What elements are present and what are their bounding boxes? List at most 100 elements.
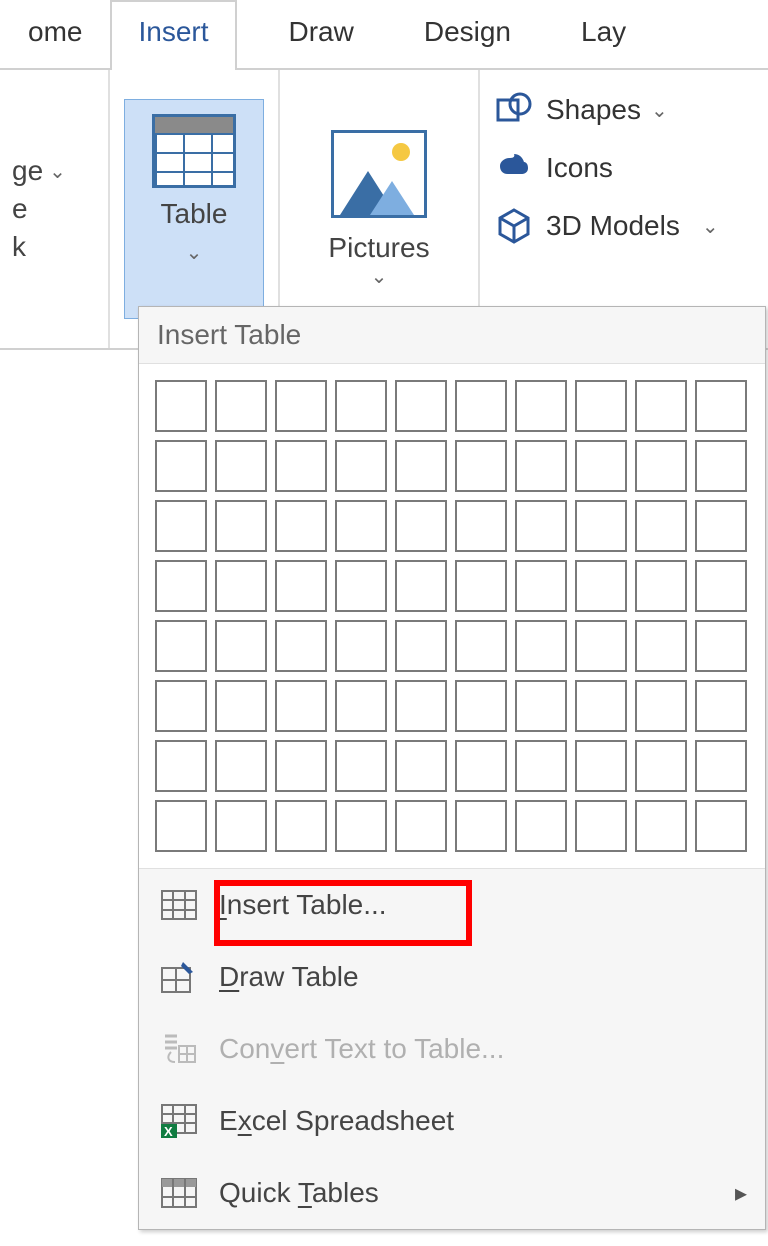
grid-cell[interactable] [155,560,207,612]
grid-cell[interactable] [275,620,327,672]
grid-cell[interactable] [455,500,507,552]
grid-cell[interactable] [215,440,267,492]
grid-cell[interactable] [335,740,387,792]
grid-cell[interactable] [395,740,447,792]
grid-cell[interactable] [155,680,207,732]
grid-cell[interactable] [395,500,447,552]
grid-cell[interactable] [695,800,747,852]
tab-layout[interactable]: Lay [539,0,654,68]
cover-page-button[interactable]: ge ⌄ [12,155,96,187]
grid-cell[interactable] [455,440,507,492]
grid-cell[interactable] [635,380,687,432]
grid-cell[interactable] [395,620,447,672]
grid-cell[interactable] [455,740,507,792]
grid-cell[interactable] [275,560,327,612]
grid-cell[interactable] [575,800,627,852]
grid-cell[interactable] [575,380,627,432]
grid-cell[interactable] [275,380,327,432]
grid-cell[interactable] [515,620,567,672]
grid-cell[interactable] [395,560,447,612]
menu-insert-table[interactable]: Insert Table... [139,869,765,941]
grid-cell[interactable] [275,440,327,492]
grid-cell[interactable] [515,680,567,732]
grid-cell[interactable] [695,740,747,792]
grid-cell[interactable] [515,740,567,792]
grid-cell[interactable] [635,560,687,612]
grid-cell[interactable] [215,560,267,612]
grid-cell[interactable] [215,380,267,432]
grid-cell[interactable] [395,800,447,852]
grid-cell[interactable] [575,620,627,672]
tab-home[interactable]: ome [0,0,110,68]
grid-cell[interactable] [335,800,387,852]
grid-cell[interactable] [155,500,207,552]
table-size-grid[interactable] [139,364,765,868]
grid-cell[interactable] [155,620,207,672]
grid-cell[interactable] [155,800,207,852]
models-button[interactable]: 3D Models ⌄ [492,204,756,248]
grid-cell[interactable] [575,440,627,492]
grid-cell[interactable] [215,680,267,732]
grid-cell[interactable] [575,680,627,732]
tab-insert[interactable]: Insert [110,0,236,68]
shapes-button[interactable]: Shapes ⌄ [492,88,756,132]
grid-cell[interactable] [335,620,387,672]
grid-cell[interactable] [515,440,567,492]
tab-design[interactable]: Design [382,0,539,68]
icons-button[interactable]: Icons [492,146,756,190]
grid-cell[interactable] [455,800,507,852]
grid-cell[interactable] [155,440,207,492]
grid-cell[interactable] [515,380,567,432]
menu-draw-table[interactable]: Draw Table [139,941,765,1013]
grid-cell[interactable] [575,560,627,612]
grid-cell[interactable] [575,740,627,792]
grid-cell[interactable] [455,620,507,672]
grid-cell[interactable] [635,740,687,792]
grid-cell[interactable] [695,440,747,492]
menu-quick-tables[interactable]: Quick Tables ▸ [139,1157,765,1229]
grid-cell[interactable] [335,560,387,612]
blank-page-button[interactable]: e [12,193,96,225]
grid-cell[interactable] [635,500,687,552]
grid-cell[interactable] [695,680,747,732]
shapes-icon [492,88,536,132]
grid-cell[interactable] [395,380,447,432]
grid-cell[interactable] [395,440,447,492]
grid-cell[interactable] [215,740,267,792]
grid-cell[interactable] [515,800,567,852]
grid-cell[interactable] [635,680,687,732]
grid-cell[interactable] [455,560,507,612]
menu-excel-spreadsheet[interactable]: X Excel Spreadsheet [139,1085,765,1157]
grid-cell[interactable] [335,380,387,432]
grid-cell[interactable] [515,560,567,612]
grid-cell[interactable] [155,740,207,792]
grid-cell[interactable] [335,440,387,492]
grid-cell[interactable] [215,620,267,672]
grid-cell[interactable] [635,800,687,852]
grid-cell[interactable] [155,380,207,432]
pictures-button[interactable]: Pictures ⌄ [328,232,429,289]
grid-cell[interactable] [335,680,387,732]
grid-cell[interactable] [215,500,267,552]
page-break-button[interactable]: k [12,231,96,263]
grid-cell[interactable] [335,500,387,552]
grid-cell[interactable] [455,380,507,432]
table-button[interactable]: Table ⌄ [124,99,264,319]
grid-cell[interactable] [695,620,747,672]
grid-cell[interactable] [575,500,627,552]
grid-cell[interactable] [275,740,327,792]
grid-cell[interactable] [695,500,747,552]
grid-cell[interactable] [395,680,447,732]
grid-cell[interactable] [275,680,327,732]
grid-cell[interactable] [275,500,327,552]
grid-cell[interactable] [215,800,267,852]
grid-cell[interactable] [635,440,687,492]
grid-cell[interactable] [515,500,567,552]
grid-cell[interactable] [275,800,327,852]
grid-cell[interactable] [635,620,687,672]
grid-cell[interactable] [695,560,747,612]
grid-cell[interactable] [455,680,507,732]
grid-cell[interactable] [695,380,747,432]
tab-draw[interactable]: Draw [237,0,382,68]
icons-icon [492,146,536,190]
